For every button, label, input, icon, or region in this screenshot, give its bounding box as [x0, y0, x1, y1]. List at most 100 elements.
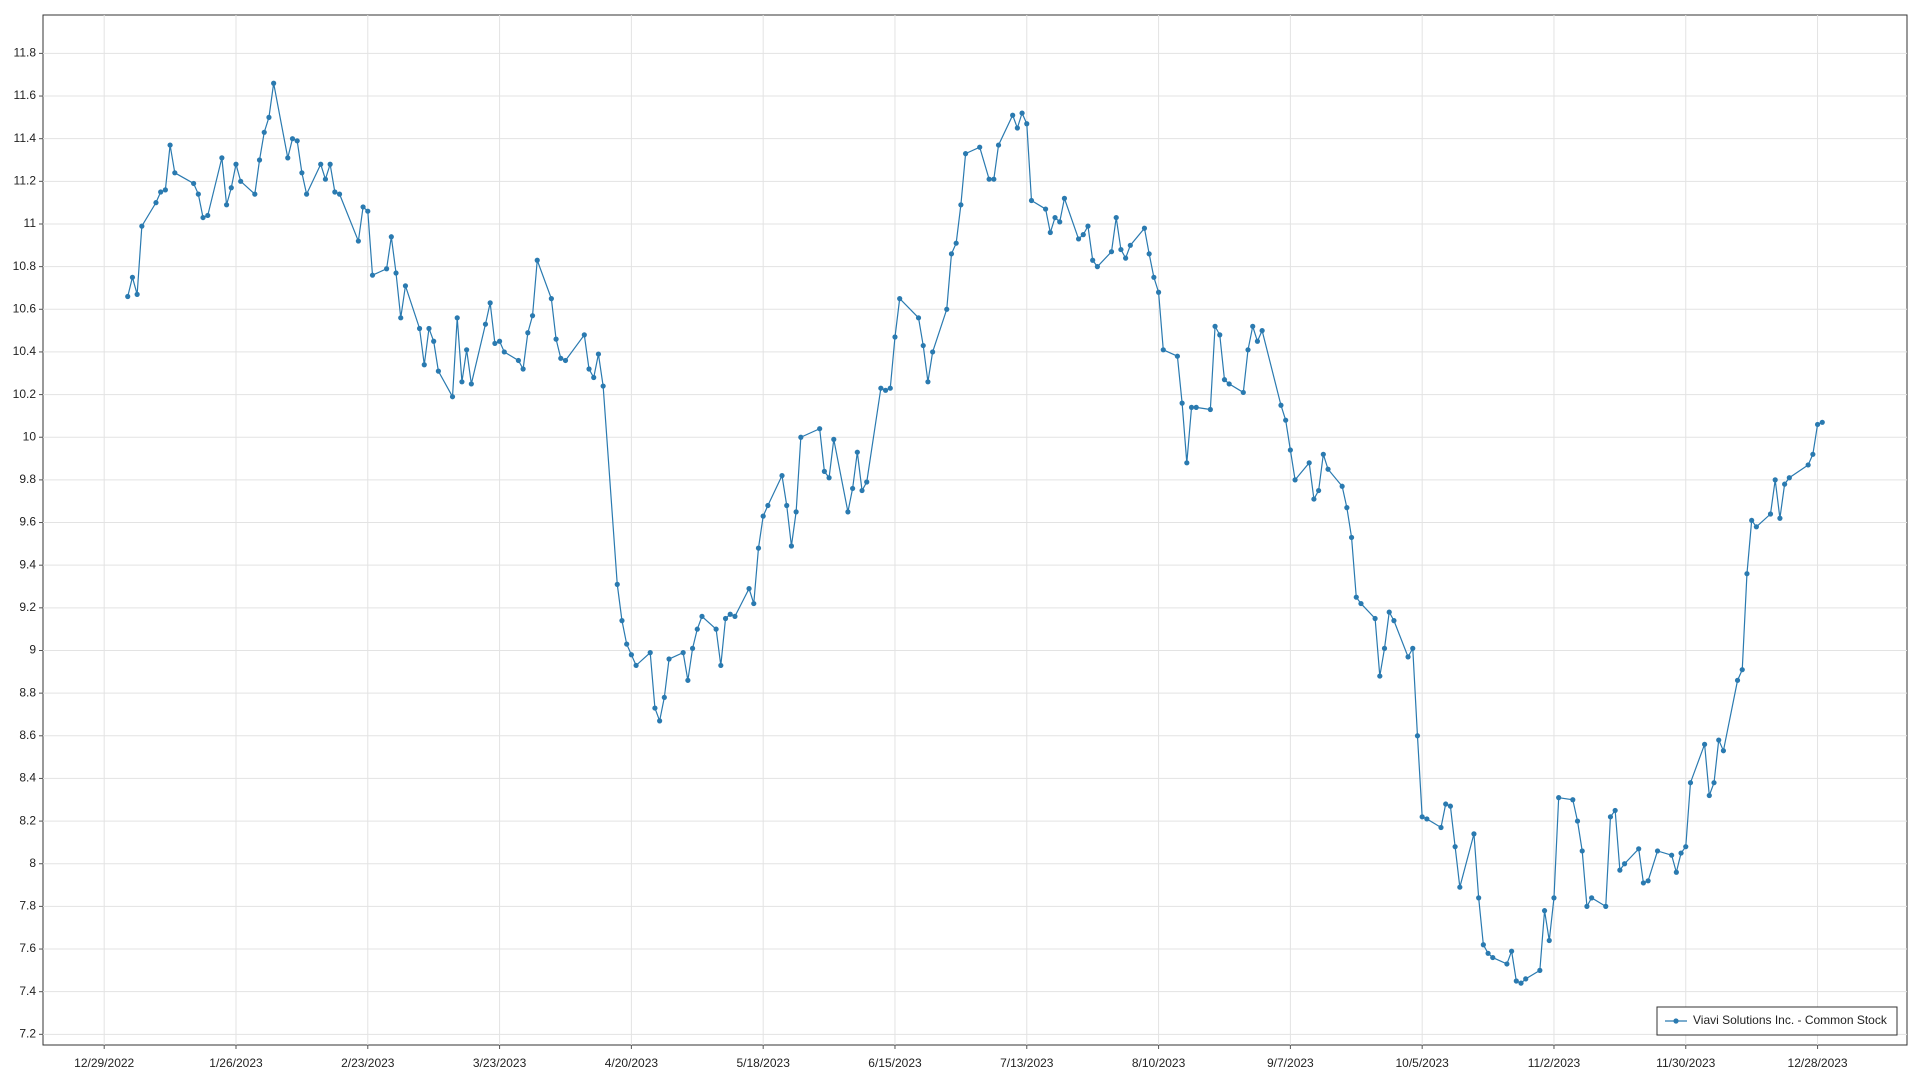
x-tick-label: 9/7/2023	[1267, 1056, 1314, 1070]
data-point	[944, 306, 950, 312]
grid	[43, 15, 1907, 1045]
data-point	[1621, 861, 1628, 867]
data-point	[1052, 214, 1058, 221]
data-point	[1226, 381, 1232, 387]
data-point	[718, 662, 724, 669]
data-point	[1245, 347, 1251, 353]
data-point	[294, 138, 300, 144]
data-point	[1683, 844, 1689, 850]
data-point	[854, 449, 860, 455]
y-tick-label: 8.4	[19, 771, 36, 785]
data-point	[562, 357, 569, 364]
data-point	[492, 340, 498, 347]
data-point	[1254, 338, 1261, 344]
data-point	[779, 473, 785, 479]
data-point	[977, 144, 983, 150]
data-point	[285, 155, 291, 161]
data-point	[793, 509, 799, 515]
data-point	[962, 151, 969, 157]
data-point	[402, 283, 409, 289]
data-point	[289, 136, 296, 142]
y-tick-label: 11.6	[14, 88, 37, 102]
data-point	[878, 385, 884, 391]
data-point	[558, 355, 564, 361]
data-point	[1819, 419, 1825, 425]
data-point	[1283, 417, 1289, 423]
legend: Viavi Solutions Inc. - Common Stock	[1656, 1006, 1898, 1036]
data-point	[355, 238, 361, 244]
data-point	[1706, 792, 1712, 799]
data-point	[1306, 460, 1312, 466]
data-point	[501, 349, 507, 355]
data-point	[1720, 748, 1727, 754]
data-point	[628, 652, 634, 658]
data-point	[1151, 274, 1157, 280]
data-point	[1278, 402, 1284, 408]
data-point	[1118, 246, 1124, 253]
data-point	[586, 366, 592, 372]
data-point	[1179, 400, 1185, 406]
data-point	[1471, 831, 1477, 837]
data-point	[1617, 867, 1623, 873]
data-point	[694, 626, 700, 632]
data-point	[393, 270, 399, 276]
x-tick-label: 4/20/2023	[605, 1056, 659, 1070]
data-point	[1438, 824, 1444, 831]
data-point	[238, 178, 244, 184]
y-tick-label: 9.8	[19, 472, 36, 486]
data-point	[1782, 481, 1788, 487]
data-point	[1311, 496, 1317, 502]
data-point	[1476, 895, 1482, 901]
y-tick-label: 8.6	[19, 728, 36, 742]
data-point	[172, 170, 178, 176]
data-point	[1405, 654, 1411, 660]
data-point	[336, 191, 343, 197]
data-point	[1716, 737, 1722, 743]
data-point	[619, 618, 625, 624]
x-tick-label: 11/30/2023	[1656, 1056, 1715, 1070]
data-point	[1287, 447, 1293, 453]
data-point	[1518, 980, 1524, 986]
data-point	[1556, 795, 1562, 801]
data-point	[1019, 110, 1025, 116]
data-point	[553, 336, 559, 342]
plot-area	[42, 14, 1908, 1046]
data-point	[1640, 880, 1647, 886]
data-point	[1108, 249, 1115, 255]
data-point	[1146, 251, 1152, 257]
data-point	[1767, 511, 1774, 517]
y-tick-label: 10	[23, 429, 37, 443]
data-point	[1546, 937, 1552, 944]
data-point	[1113, 214, 1119, 221]
data-point	[859, 487, 865, 494]
data-point	[1358, 600, 1364, 607]
data-point	[1259, 328, 1265, 334]
data-point	[327, 161, 333, 167]
data-point	[468, 381, 474, 387]
data-point	[548, 296, 554, 302]
data-point	[732, 613, 738, 619]
data-point	[332, 189, 338, 195]
data-point	[798, 434, 804, 440]
data-point	[1452, 844, 1458, 850]
data-point	[191, 180, 197, 187]
data-point	[1250, 323, 1256, 329]
data-point	[1607, 814, 1614, 820]
x-tick-label: 11/2/2023	[1528, 1056, 1581, 1070]
data-point	[421, 362, 427, 368]
data-point	[384, 266, 390, 272]
data-point	[134, 291, 140, 297]
y-tick-label: 9.4	[19, 557, 36, 571]
data-point	[252, 191, 258, 197]
data-point	[398, 315, 404, 321]
x-tick-label: 8/10/2023	[1132, 1056, 1186, 1070]
x-tick-label: 12/28/2023	[1788, 1056, 1848, 1070]
data-point	[431, 338, 437, 344]
data-point	[233, 161, 239, 167]
data-point	[1414, 733, 1421, 739]
data-point	[515, 357, 522, 364]
data-point	[388, 234, 394, 240]
data-point	[1810, 451, 1816, 457]
y-tick-label: 10.6	[13, 301, 37, 315]
x-tick-label: 1/26/2023	[209, 1056, 263, 1070]
